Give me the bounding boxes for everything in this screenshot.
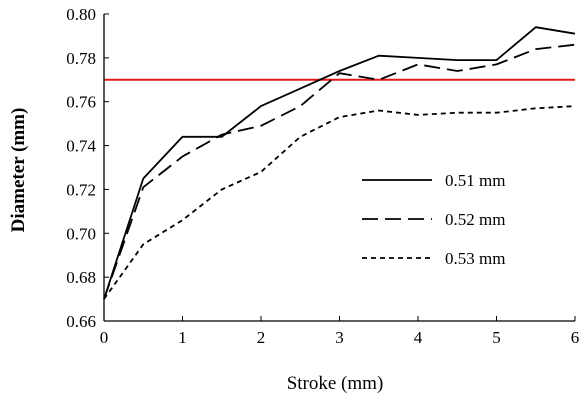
x-tick-label: 4 [414, 328, 423, 347]
y-tick-label: 0.66 [66, 312, 96, 331]
x-tick-label: 1 [178, 328, 187, 347]
x-tick-label: 2 [257, 328, 266, 347]
x-tick-label: 0 [100, 328, 109, 347]
y-tick-label: 0.74 [66, 137, 96, 156]
y-tick-label: 0.76 [66, 93, 96, 112]
x-axis-title: Stroke (mm) [287, 373, 384, 394]
y-axis-title: Diameter (mm) [8, 108, 29, 233]
y-tick-label: 0.72 [66, 180, 96, 199]
x-tick-label: 5 [492, 328, 501, 347]
y-tick-label: 0.70 [66, 224, 96, 243]
legend-label-2: 0.52 mm [445, 210, 505, 229]
y-tick-label: 0.68 [66, 268, 96, 287]
x-tick-label: 3 [335, 328, 344, 347]
series-line-1 [103, 26, 576, 300]
legend-label-3: 0.53 mm [445, 249, 505, 268]
series-line-3 [103, 105, 576, 300]
y-tick-label: 0.80 [66, 5, 96, 24]
x-tick-label: 6 [571, 328, 580, 347]
legend-label-1: 0.51 mm [445, 171, 505, 190]
series-line-2 [103, 43, 576, 300]
y-tick-label: 0.78 [66, 49, 96, 68]
